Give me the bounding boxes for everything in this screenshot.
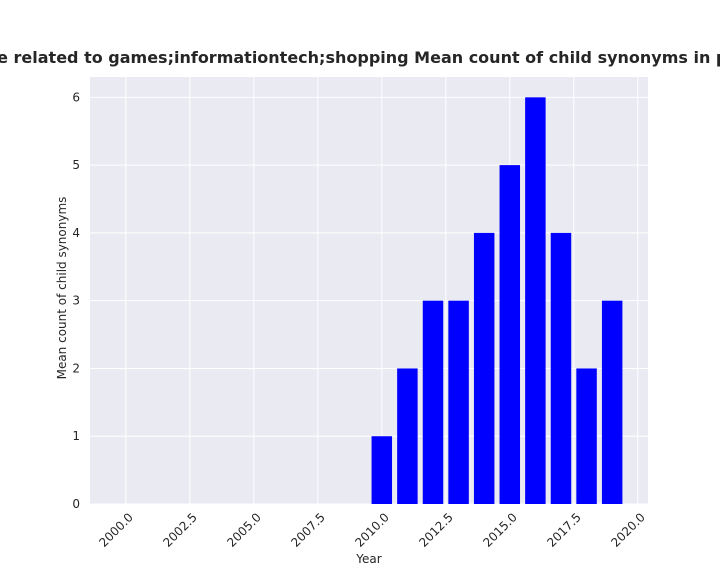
- bar-2017: [550, 232, 572, 504]
- x-axis-label: Year: [355, 552, 381, 566]
- x-tick-label: 2002.5: [160, 510, 200, 550]
- bars: [371, 97, 623, 504]
- bar-2015: [499, 165, 521, 504]
- x-tick-label: 2000.0: [96, 510, 136, 550]
- y-tick-label: 3: [72, 294, 80, 308]
- bar-2014: [473, 232, 495, 504]
- y-tick-label: 0: [72, 497, 80, 511]
- y-tick-labels: 0 1 2 3 4 5 6: [72, 90, 80, 511]
- y-axis-label: Mean count of child synonyms: [55, 197, 69, 380]
- x-tick-label: 2005.0: [224, 510, 264, 550]
- bar-2010: [371, 436, 393, 504]
- x-tick-label: 2012.5: [416, 510, 456, 550]
- y-tick-label: 6: [72, 90, 80, 104]
- bar-2019: [601, 300, 623, 504]
- y-tick-label: 5: [72, 158, 80, 172]
- bar-2018: [576, 368, 597, 504]
- bar-2013: [448, 300, 469, 504]
- bar-2016: [525, 97, 546, 504]
- y-tick-label: 2: [72, 361, 80, 375]
- chart-title: ries are related to games;informationtec…: [0, 48, 720, 67]
- y-tick-label: 4: [72, 226, 80, 240]
- x-tick-label: 2015.0: [480, 510, 520, 550]
- x-tick-label: 2007.5: [288, 510, 328, 550]
- bar-2012: [422, 300, 444, 504]
- y-tick-label: 1: [72, 429, 80, 443]
- x-tick-label: 2010.0: [352, 510, 392, 550]
- x-tick-label: 2017.5: [544, 510, 584, 550]
- bar-2011: [397, 368, 418, 504]
- x-tick-label: 2020.0: [608, 510, 648, 550]
- x-tick-labels: 2000.0 2002.5 2005.0 2007.5 2010.0 2012.5 2015…: [96, 510, 648, 550]
